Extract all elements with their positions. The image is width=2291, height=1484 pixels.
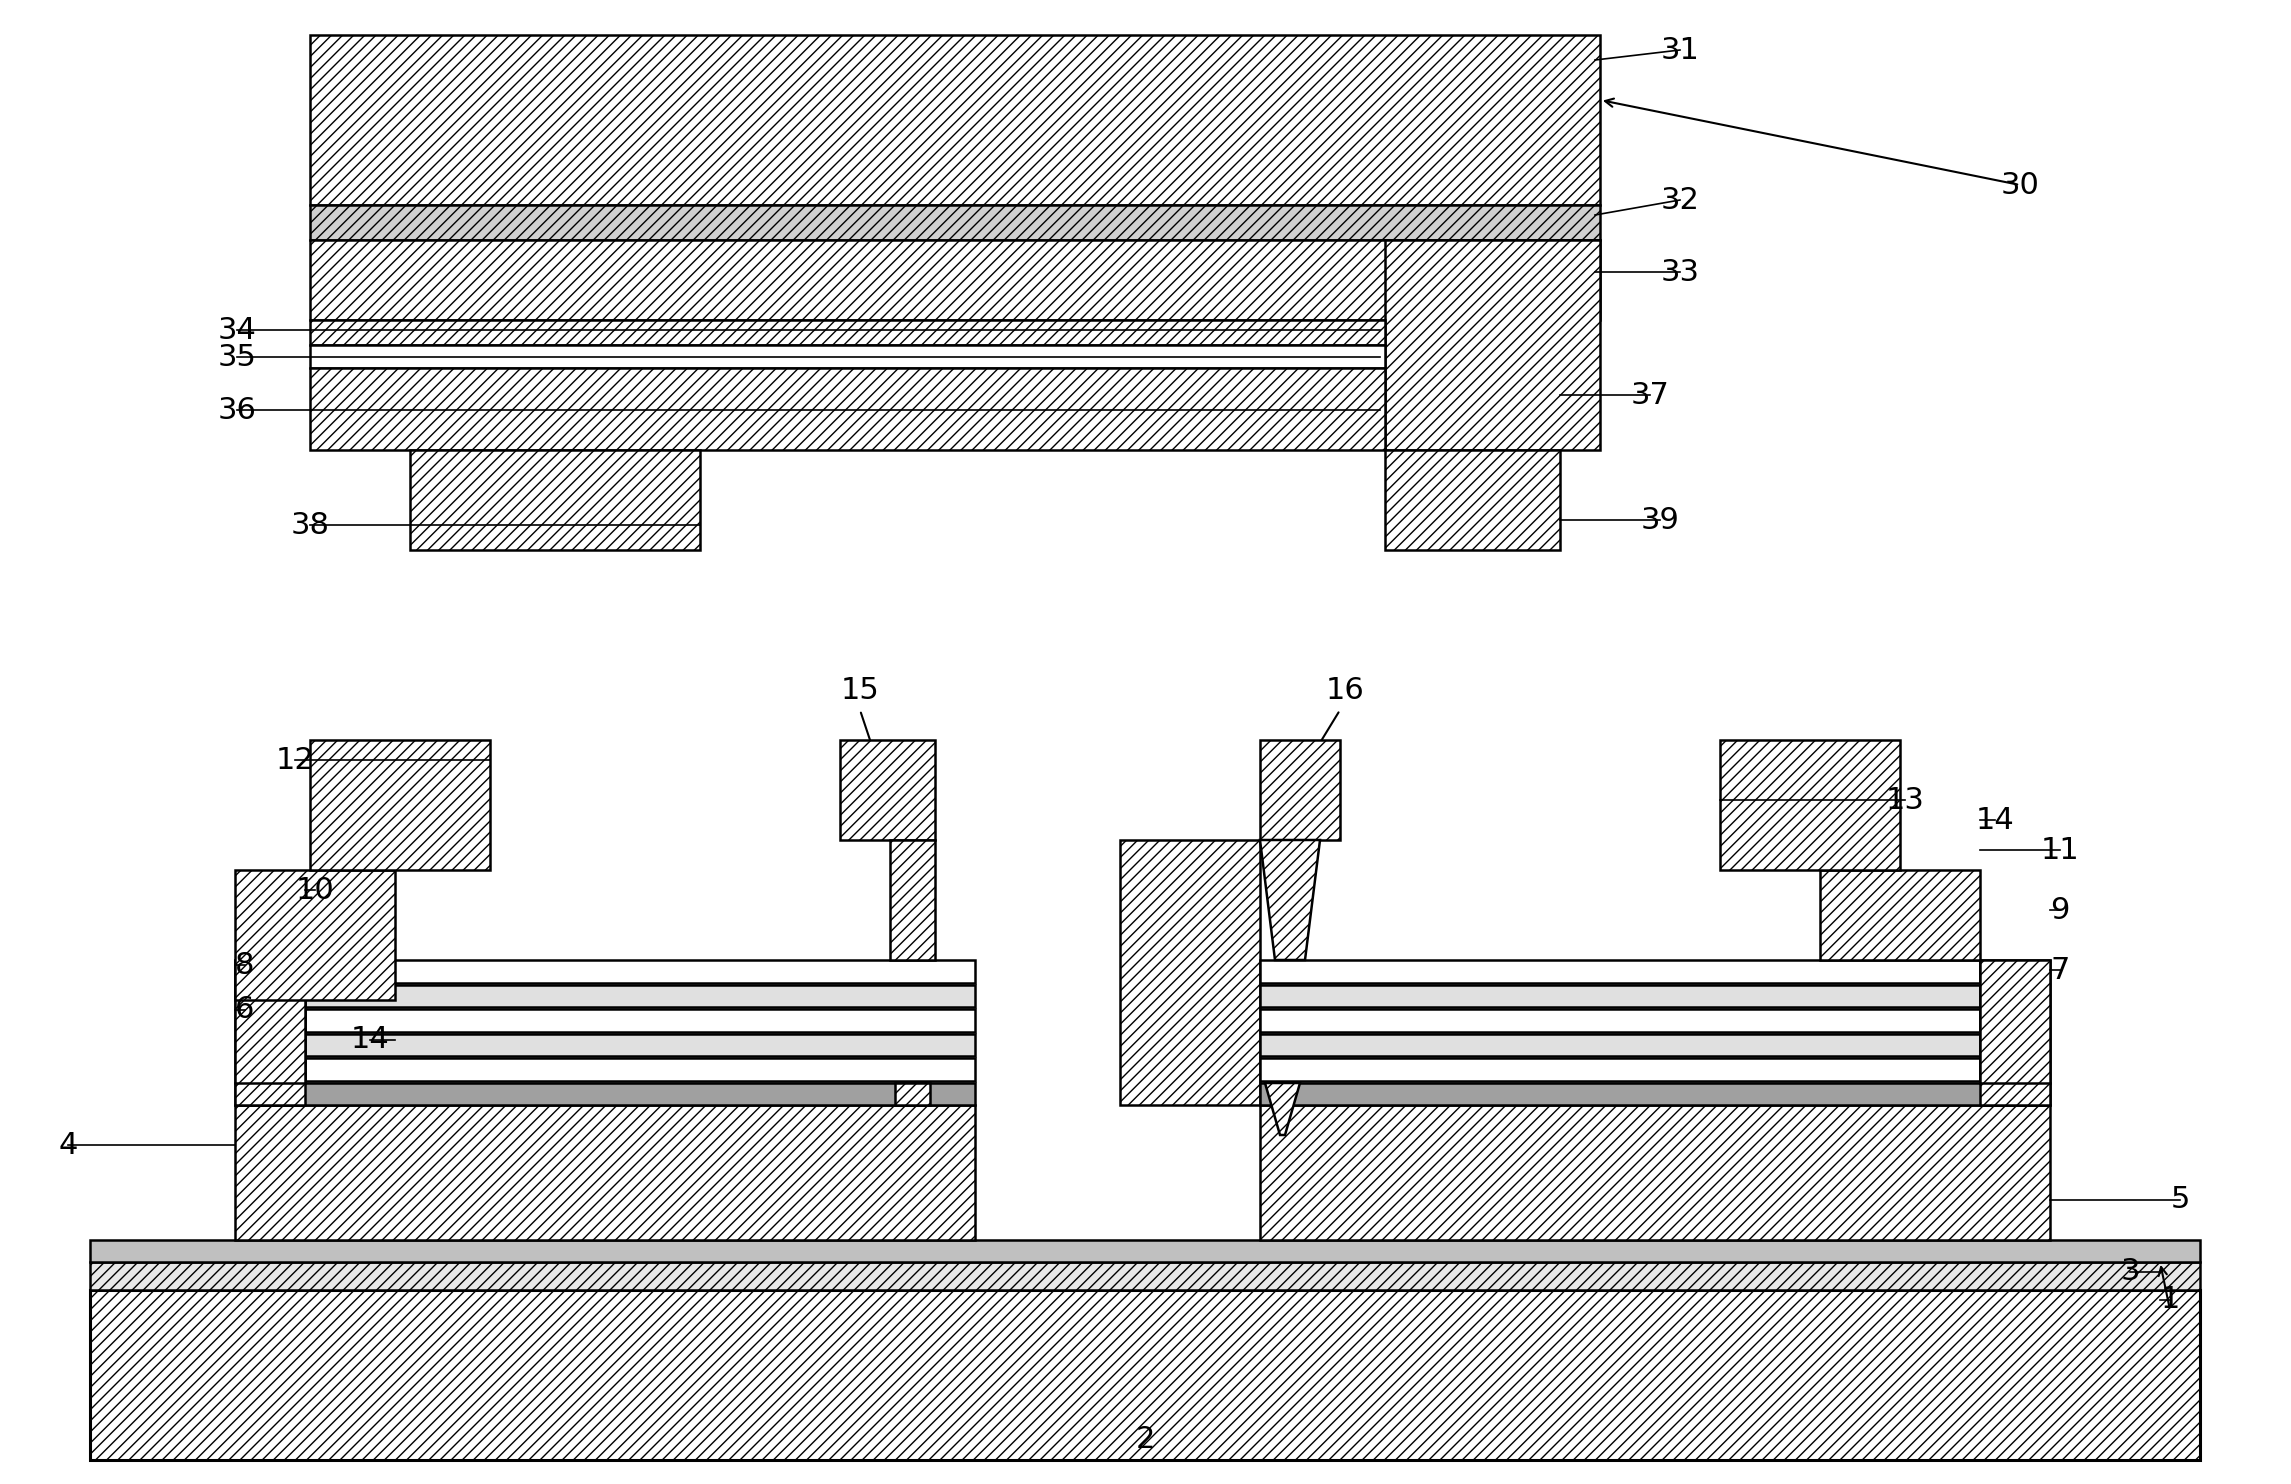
Polygon shape [1265,1083,1299,1135]
Text: 16: 16 [1326,675,1365,705]
Text: 32: 32 [1661,186,1700,215]
Bar [236,870,394,1000]
Bar [89,1261,2199,1290]
Text: 11: 11 [2041,835,2080,865]
Text: 12: 12 [275,745,314,775]
Text: 7: 7 [2050,956,2069,984]
Bar [1979,960,2050,1083]
Bar [1260,1106,2050,1241]
Bar [1260,960,1979,982]
Bar [309,321,1386,344]
Text: 31: 31 [1661,36,1700,64]
Text: 30: 30 [2000,171,2039,199]
Bar [305,1034,976,1057]
Text: 9: 9 [2050,895,2069,925]
Bar [236,960,305,1083]
Text: 33: 33 [1661,258,1700,286]
Text: 36: 36 [218,396,257,424]
Bar [309,205,1599,240]
Text: 38: 38 [291,510,330,540]
Text: 14: 14 [1975,806,2014,834]
Text: 15: 15 [841,675,880,705]
Bar [1979,960,2050,1106]
Bar [889,840,935,960]
Text: 37: 37 [1631,380,1670,410]
Bar [309,344,1386,368]
Text: 35: 35 [218,343,257,371]
Polygon shape [896,1083,930,1106]
Bar [1260,741,1340,840]
Bar [309,36,1599,205]
Text: 10: 10 [296,876,334,905]
Bar [309,368,1386,450]
Bar [1260,1058,1979,1080]
Bar [1721,741,1899,870]
Text: 8: 8 [236,950,254,979]
Bar [1819,870,1979,960]
Text: 6: 6 [236,996,254,1024]
Bar [236,1106,976,1241]
Bar [305,984,976,1008]
Bar [305,960,976,982]
Text: 5: 5 [2170,1186,2190,1214]
Bar [309,240,1599,321]
Bar [236,960,305,1106]
Bar [1260,1009,1979,1031]
Text: 13: 13 [1885,785,1924,815]
Bar [89,1241,2199,1261]
Polygon shape [1260,840,1320,960]
Bar [410,450,701,551]
Text: 4: 4 [57,1131,78,1159]
Text: 39: 39 [1640,506,1679,534]
Text: 14: 14 [351,1025,389,1055]
Bar [1386,450,1560,551]
Text: 3: 3 [2119,1257,2140,1287]
Bar [1120,840,1260,1106]
Bar [309,741,490,870]
Bar [305,1058,976,1080]
Bar [89,1290,2199,1460]
Bar [1260,1083,2050,1106]
Bar [1260,984,1979,1008]
Text: 1: 1 [2160,1285,2179,1315]
Bar [236,1083,976,1106]
Bar [841,741,935,840]
Bar [1386,240,1599,450]
Text: 2: 2 [1136,1426,1155,1454]
Text: 34: 34 [218,316,257,344]
Bar [1260,1034,1979,1057]
Bar [305,1009,976,1031]
